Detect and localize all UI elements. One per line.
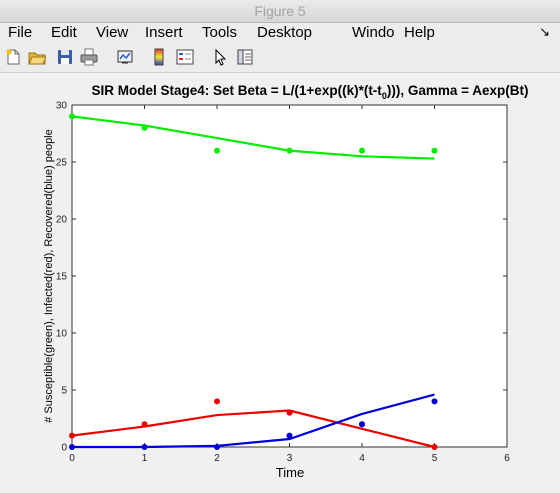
susceptible-point <box>141 124 148 131</box>
x-tick-label: 1 <box>142 453 148 464</box>
menu-help[interactable]: Help <box>404 24 435 41</box>
infected-point <box>214 398 220 405</box>
y-axis-label: # Susceptible(green), Infected(red), Rec… <box>43 129 55 423</box>
property-inspector-icon[interactable] <box>236 48 254 66</box>
y-tick-label: 0 <box>61 443 67 454</box>
x-tick-label: 5 <box>432 453 438 464</box>
link-plot-icon[interactable] <box>116 48 134 66</box>
figure-toolbar <box>0 44 560 73</box>
recovered-point <box>431 398 438 405</box>
chart-title-subscript: 0 <box>382 91 387 101</box>
menu-view[interactable]: View <box>96 24 129 41</box>
series-lines <box>71 115 435 449</box>
recovered-point <box>359 421 365 428</box>
save-icon[interactable] <box>56 48 74 66</box>
menu-edit[interactable]: Edit <box>51 24 77 41</box>
window-title: Figure 5 <box>254 3 306 19</box>
legend-icon[interactable] <box>176 48 194 66</box>
infected-point <box>69 432 75 439</box>
susceptible-point <box>359 147 365 154</box>
susceptible-point <box>214 147 220 154</box>
x-tick-label: 3 <box>287 453 293 464</box>
open-file-icon[interactable] <box>28 48 46 66</box>
x-tick-label: 4 <box>359 453 365 464</box>
recovered-line <box>72 393 435 449</box>
infected-point <box>286 409 293 416</box>
infected-point <box>431 444 438 450</box>
new-figure-icon[interactable] <box>4 48 22 66</box>
series-points <box>69 113 438 450</box>
print-icon[interactable] <box>80 48 98 66</box>
menu-overflow-icon[interactable]: ↘ <box>539 24 550 39</box>
chart-title-main: SIR Model Stage4: Set Beta = L/(1+exp((k… <box>92 83 383 98</box>
colorbar-icon[interactable] <box>150 48 168 66</box>
chart-title-end: ))), Gamma = Aexp(Bt) <box>387 83 529 98</box>
recovered-point <box>141 444 148 450</box>
window-titlebar: Figure 5 <box>0 0 560 23</box>
y-ticks: 0 5 10 15 20 25 30 <box>56 101 507 454</box>
susceptible-line <box>71 115 435 160</box>
figure-canvas: SIR Model Stage4: Set Beta = L/(1+exp((k… <box>0 73 560 493</box>
x-tick-label: 0 <box>69 453 75 464</box>
sir-plot: SIR Model Stage4: Set Beta = L/(1+exp((k… <box>43 83 529 480</box>
menu-desktop[interactable]: Desktop <box>257 24 313 41</box>
x-tick-label: 6 <box>504 453 510 464</box>
menu-insert[interactable]: Insert <box>145 24 183 41</box>
y-tick-label: 5 <box>61 386 67 397</box>
y-tick-label: 30 <box>56 101 68 112</box>
susceptible-point <box>431 147 438 154</box>
x-tick-label: 2 <box>214 453 220 464</box>
infected-line <box>71 409 435 449</box>
pointer-icon[interactable] <box>212 48 230 66</box>
menu-bar: File Edit View Insert Tools Desktop Wind… <box>0 23 560 43</box>
susceptible-point <box>69 113 75 120</box>
axes-box <box>71 104 508 448</box>
y-tick-label: 25 <box>56 158 68 169</box>
y-tick-label: 20 <box>56 215 68 226</box>
menu-file[interactable]: File <box>8 24 33 41</box>
susceptible-point <box>286 147 293 154</box>
chart-title: SIR Model Stage4: Set Beta = L/(1+exp((k… <box>92 83 529 101</box>
y-tick-label: 10 <box>56 329 68 340</box>
recovered-point <box>69 444 75 450</box>
x-axis-label: Time <box>276 465 304 480</box>
recovered-point <box>286 432 293 439</box>
infected-point <box>141 421 148 428</box>
menu-window[interactable]: Windo <box>352 24 395 41</box>
recovered-point <box>214 444 220 450</box>
menu-tools[interactable]: Tools <box>202 24 238 41</box>
y-tick-label: 15 <box>56 272 68 283</box>
